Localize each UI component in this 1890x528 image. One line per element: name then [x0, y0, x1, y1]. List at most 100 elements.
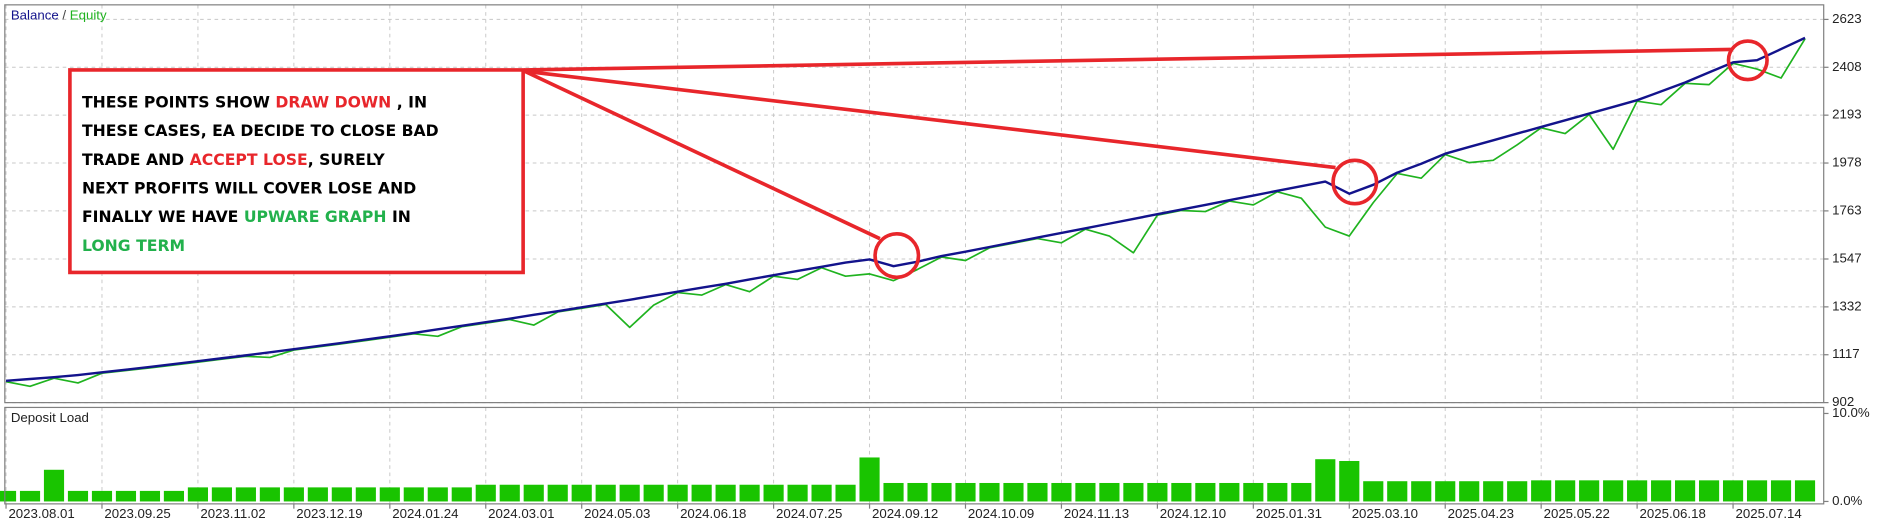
bar	[115, 490, 137, 502]
pointer-line	[524, 69, 1336, 170]
bar	[91, 490, 113, 502]
bar	[883, 482, 904, 502]
bar	[1147, 482, 1168, 502]
x-tick-label: 2024.10.09	[968, 506, 1034, 521]
bar	[547, 484, 568, 502]
bar	[379, 487, 400, 502]
y-tick-label: 1978	[1832, 155, 1861, 170]
bar	[67, 490, 89, 502]
annotation-segment: , IN	[391, 92, 427, 111]
annotation-segment: DRAW DOWN	[275, 92, 391, 111]
bar	[715, 484, 736, 502]
bar	[1003, 482, 1024, 502]
bar	[643, 484, 664, 502]
bar	[1579, 480, 1600, 502]
bar	[1243, 482, 1264, 502]
bar	[1699, 480, 1720, 502]
annotation-segment: LONG TERM	[82, 235, 185, 254]
bar	[1459, 481, 1480, 502]
bar	[907, 482, 928, 502]
bar	[1435, 481, 1456, 502]
bar	[787, 484, 808, 502]
x-tick-label: 2024.03.01	[488, 506, 554, 521]
x-tick-label: 2025.03.10	[1352, 506, 1418, 521]
bar	[1075, 482, 1096, 502]
bar	[1171, 482, 1192, 502]
bar	[0, 490, 17, 502]
bar	[403, 487, 424, 502]
bar	[1722, 480, 1744, 502]
y-tick-label: 0.0%	[1832, 493, 1862, 508]
x-tick-label: 2025.06.18	[1640, 506, 1706, 521]
bar	[571, 484, 592, 502]
bar	[931, 482, 952, 502]
bar	[1507, 481, 1528, 502]
bar	[355, 487, 376, 502]
bar	[1794, 480, 1816, 502]
y-tick-label: 2193	[1832, 107, 1861, 122]
panel-title: Deposit Load	[11, 410, 89, 425]
x-tick-label: 2023.09.25	[104, 506, 170, 521]
pointer-line	[524, 47, 1731, 72]
bar	[163, 490, 185, 502]
y-tick-label: 10.0%	[1832, 405, 1870, 420]
annotation-segment: UPWARE GRAPH	[244, 207, 387, 226]
bar	[691, 484, 712, 502]
y-tick-label: 2408	[1832, 59, 1861, 74]
x-tick-label: 2023.11.02	[200, 506, 265, 521]
bar	[1603, 480, 1624, 502]
x-tick-label: 2023.08.01	[8, 506, 74, 521]
bar	[1315, 459, 1336, 502]
bar	[451, 487, 472, 502]
x-tick-label: 2024.06.18	[680, 506, 746, 521]
bar	[1411, 481, 1432, 502]
annotation-segment: ACCEPT LOSE	[190, 149, 308, 168]
annotation-segment: NEXT PROFITS WILL COVER LOSE AND	[82, 178, 416, 197]
annotation-segment: FINALLY WE HAVE	[82, 207, 244, 226]
main-panel-frame	[4, 4, 1825, 404]
bar	[475, 484, 496, 502]
bar	[811, 484, 832, 502]
annotation-text: THESE POINTS SHOW DRAW DOWN , IN THESE CA…	[82, 92, 439, 254]
bar	[1339, 460, 1360, 502]
annotation-line: NEXT PROFITS WILL COVER LOSE AND	[82, 178, 416, 197]
legend: Balance / Equity	[11, 7, 107, 22]
annotation-line: TRADE AND ACCEPT LOSE, SURELY	[82, 149, 385, 168]
bar	[955, 482, 976, 502]
bar	[1675, 480, 1696, 502]
annotation-segment: THESE POINTS SHOW	[82, 92, 275, 111]
bar	[187, 487, 208, 502]
bar	[1746, 480, 1768, 502]
bar	[1195, 482, 1216, 502]
bar	[427, 487, 448, 502]
axis-labels: 2023.08.01 2023.09.25 2023.11.02 2023.12.19…	[5, 11, 1870, 521]
annotation-box	[68, 68, 525, 275]
bar	[1051, 482, 1072, 502]
bar	[1627, 480, 1648, 502]
legend-separator: /	[59, 7, 70, 22]
bar	[667, 484, 688, 502]
x-tick-label: 2025.05.22	[1544, 506, 1610, 521]
bar	[763, 484, 784, 502]
annotation-shapes	[68, 39, 1769, 280]
x-tick-label: 2024.12.10	[1160, 506, 1226, 521]
x-tick-label: 2025.01.31	[1256, 506, 1322, 521]
bar	[739, 484, 760, 502]
annotation-line: THESE POINTS SHOW DRAW DOWN , IN	[82, 92, 427, 111]
bar	[259, 487, 280, 502]
x-tick-label: 2023.12.19	[296, 506, 362, 521]
bar	[331, 487, 352, 502]
x-tick-label: 2024.01.24	[392, 506, 458, 521]
bar	[523, 484, 544, 502]
y-tick-label: 902	[1832, 394, 1854, 409]
legend-entry: Equity	[70, 7, 107, 22]
annotation-segment: THESE CASES, EA DECIDE TO CLOSE BAD	[82, 121, 439, 140]
y-tick-label: 2623	[1832, 11, 1861, 26]
y-tick-label: 1117	[1832, 346, 1860, 361]
bar	[835, 484, 856, 502]
bar	[1219, 482, 1240, 502]
bar	[211, 487, 232, 502]
bar	[1531, 480, 1552, 502]
bar	[859, 457, 880, 502]
bar	[235, 487, 256, 502]
